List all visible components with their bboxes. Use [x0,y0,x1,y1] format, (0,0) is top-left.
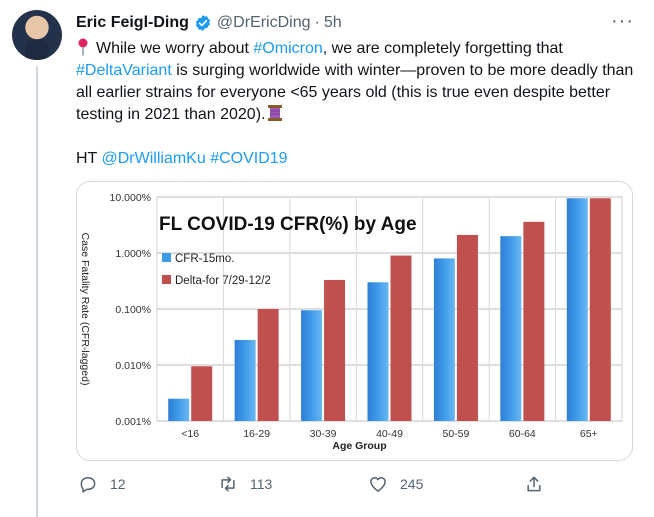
pushpin-icon [78,38,88,56]
legend-label: Delta-for 7/29-12/2 [175,275,271,287]
mention-drwilliamku[interactable]: @DrWilliamKu [101,150,206,167]
tweet-actions: 12 113 245 [78,474,548,498]
hashtag-omicron[interactable]: #Omicron [253,40,323,57]
y-tick-label: 1.000% [115,248,151,260]
bar-delta-6 [589,198,611,421]
like-button[interactable]: 245 [368,474,423,494]
retweet-icon [221,476,235,492]
verified-badge-icon [195,15,211,31]
x-tick-label: <16 [181,428,199,440]
tweet-image-chart[interactable]: 10.000% 1.000% 0.100% 0.010% 0.001% <16 16-29 3… [76,181,633,461]
x-tick-label: 16-29 [243,428,270,440]
bar-delta-2 [324,279,346,421]
share-button[interactable] [524,474,556,494]
thread-line [36,66,38,517]
bar-delta-3 [390,255,412,421]
hat-tip-line: HT @DrWilliamKu #COVID19 [76,148,636,170]
tweet-time[interactable]: 5h [323,14,342,31]
bar-cfr-15mo-4 [433,258,455,421]
reply-button[interactable]: 12 [78,474,126,494]
bar-delta-1 [257,309,279,421]
x-tick-label: 40-49 [376,428,403,440]
y-tick-label: 10.000% [110,192,151,204]
retweet-button[interactable]: 113 [218,474,272,494]
y-tick-label: 0.100% [115,304,151,316]
tweet-text-2: , we are completely forgetting that [322,40,563,57]
y-tick-label: 0.001% [115,416,151,428]
legend-label: CFR-15mo. [175,253,234,265]
author-handle[interactable]: @DrEricDing [216,14,311,31]
y-tick-label: 0.010% [115,360,151,372]
x-tick-label: 60-64 [509,428,536,440]
bar-cfr-15mo-3 [367,282,389,421]
tweet-text-1: While we worry about [96,40,254,57]
tweet-body: While we worry about #Omicron, we are co… [76,38,636,126]
reply-count: 12 [110,476,126,492]
bar-cfr-15mo-2 [301,310,323,421]
x-tick-label: 50-59 [442,428,469,440]
tweet-text-3: is surging worldwide with winter—proven … [76,62,634,123]
bar-delta-0 [191,366,213,421]
like-count: 245 [400,476,424,492]
cfr-bar-chart: 10.000% 1.000% 0.100% 0.010% 0.001% <16 16-29 3… [79,192,623,452]
reply-icon [80,477,96,493]
bar-delta-5 [523,221,545,421]
hashtag-covid19[interactable]: #COVID19 [210,150,288,167]
chart-title: FL COVID-19 CFR(%) by Age [159,214,417,235]
bar-cfr-15mo-5 [500,236,522,421]
x-axis-label: Age Group [332,440,386,452]
separator-dot: · [314,14,320,31]
bar-cfr-15mo-6 [566,198,588,421]
tweet-header: Eric Feigl-Ding @DrEricDing · 5h ··· [76,10,634,34]
x-tick-label: 30-39 [310,428,337,440]
thread-spool-icon [268,105,283,121]
bar-delta-4 [456,234,478,421]
author-avatar[interactable] [12,10,62,60]
legend-swatch [162,275,171,284]
x-tick-label: 65+ [580,428,598,440]
retweet-count: 113 [250,476,273,492]
y-axis-label: Case Fatality Rate (CFR-lagged) [79,233,91,386]
hashtag-delta-variant[interactable]: #DeltaVariant [76,62,172,79]
heart-icon [370,477,386,492]
ht-prefix: HT [76,150,102,167]
share-icon [527,476,541,492]
tweet-text: While we worry about #Omicron, we are co… [76,38,636,170]
author-name[interactable]: Eric Feigl-Ding [76,14,189,31]
bar-cfr-15mo-1 [234,339,256,421]
legend-swatch [162,253,171,262]
bar-cfr-15mo-0 [168,398,190,421]
more-options-icon[interactable]: ··· [611,10,634,32]
